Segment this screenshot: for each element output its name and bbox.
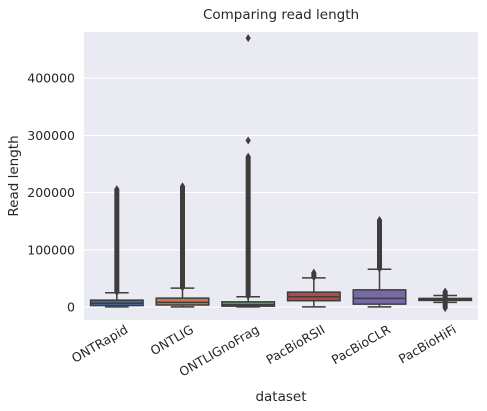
y-tick-label: 400000: [27, 71, 75, 86]
box-ONTLIGnoFrag: [221, 34, 276, 308]
outlier-point: [245, 34, 251, 43]
box-PacBioRSII: [286, 268, 341, 308]
outlier-point: [442, 304, 448, 313]
boxes-layer: [89, 34, 473, 313]
outlier-point: [376, 264, 383, 273]
y-tick-label: 200000: [27, 185, 75, 200]
y-tick-labels: 0 100000 200000 300000 400000: [27, 71, 75, 315]
box-body: [155, 297, 210, 306]
grid-lines: [84, 77, 478, 308]
x-tick-label: PacBioCLR: [329, 321, 394, 367]
plot-area: [84, 32, 478, 320]
box-body: [352, 289, 407, 305]
box-PacBioHiFi: [418, 287, 473, 313]
x-tick-label: ONTLIG: [148, 322, 196, 359]
y-tick-label: 100000: [27, 242, 75, 257]
outlier-stack: [377, 220, 382, 269]
y-axis-label: Read length: [6, 135, 22, 216]
outlier-point: [245, 292, 251, 301]
outlier-stack: [245, 156, 251, 297]
outlier-point: [311, 273, 317, 282]
outlier-stack: [180, 186, 185, 288]
outlier-point: [179, 283, 186, 292]
outlier-point: [442, 287, 448, 296]
outlier-point: [114, 185, 120, 194]
x-tick-label: PacBioHiFi: [396, 322, 459, 367]
box-PacBioCLR: [352, 216, 407, 308]
outlier-stack: [114, 189, 120, 293]
outlier-point: [245, 136, 251, 145]
x-tick-label: PacBioRSII: [263, 322, 327, 368]
chart-title: Comparing read length: [203, 7, 359, 23]
box-ONTRapid: [89, 185, 144, 308]
outlier-point: [179, 182, 186, 191]
outlier-point: [311, 268, 317, 277]
outlier-point: [114, 288, 120, 297]
y-tick-label: 0: [67, 300, 75, 315]
x-axis-label: dataset: [255, 389, 306, 405]
outlier-point: [376, 216, 383, 225]
y-tick-label: 300000: [27, 128, 75, 143]
box-ONTLIG: [155, 182, 210, 308]
x-tick-label: ONTRapid: [69, 322, 130, 366]
outlier-point: [245, 152, 251, 161]
